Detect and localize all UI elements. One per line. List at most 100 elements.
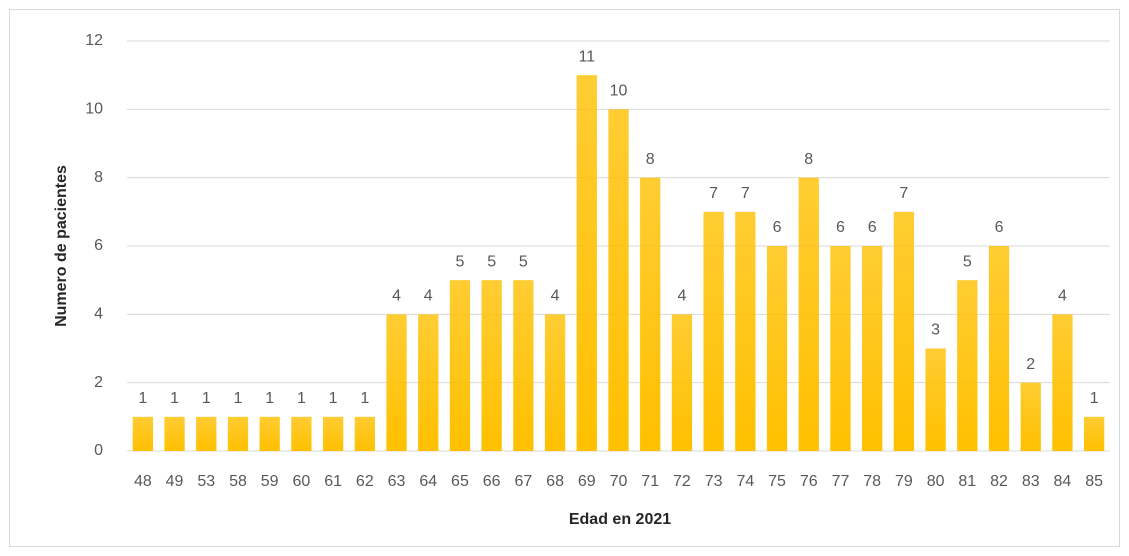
- bar: [798, 177, 819, 451]
- y-tick-label: 6: [94, 237, 103, 254]
- x-tick-label: 67: [514, 473, 532, 490]
- bar: [386, 314, 407, 451]
- bar: [735, 211, 756, 451]
- y-tick-label: 0: [94, 442, 103, 459]
- x-tick-label: 80: [927, 473, 945, 490]
- bar: [640, 177, 661, 451]
- data-label: 5: [487, 253, 496, 270]
- bar: [196, 416, 217, 451]
- data-label: 1: [170, 390, 179, 407]
- bar: [1020, 382, 1041, 451]
- x-tick-label: 61: [324, 473, 342, 490]
- bar: [322, 416, 344, 451]
- x-tick-label: 48: [134, 473, 152, 490]
- bar: [291, 416, 312, 451]
- x-tick-label: 81: [958, 473, 976, 490]
- x-tick-label: 63: [388, 473, 406, 490]
- bar: [988, 246, 1010, 451]
- data-label: 1: [234, 390, 243, 407]
- chart-frame: [9, 9, 1120, 547]
- data-label: 1: [360, 390, 369, 407]
- x-tick-label: 71: [641, 473, 659, 490]
- bar: [893, 211, 915, 451]
- y-axis-title: Numero de pacientes: [53, 165, 70, 327]
- x-axis-title: Edad en 2021: [569, 511, 671, 528]
- data-label: 6: [995, 219, 1004, 236]
- x-tick-label: 77: [832, 473, 850, 490]
- x-tick-label: 78: [863, 473, 881, 490]
- bar: [164, 416, 185, 451]
- bar: [830, 246, 851, 451]
- x-tick-label: 69: [578, 473, 596, 490]
- x-tick-label: 68: [546, 473, 564, 490]
- data-label: 1: [329, 390, 338, 407]
- data-label: 10: [610, 83, 628, 100]
- x-tick-label: 65: [451, 473, 469, 490]
- data-label: 7: [741, 185, 750, 202]
- x-tick-label: 74: [736, 473, 754, 490]
- x-tick-label: 84: [1054, 473, 1072, 490]
- data-label: 1: [1090, 390, 1099, 407]
- x-tick-label: 58: [229, 473, 247, 490]
- data-label: 8: [804, 151, 813, 168]
- data-label: 1: [265, 390, 274, 407]
- bar: [766, 246, 788, 451]
- data-label: 5: [455, 253, 464, 270]
- data-label: 4: [551, 288, 560, 305]
- y-tick-label: 10: [85, 101, 103, 118]
- bar: [862, 246, 883, 451]
- bar: [227, 416, 249, 451]
- bar: [481, 280, 502, 451]
- data-label: 4: [392, 288, 401, 305]
- x-tick-label: 79: [895, 473, 913, 490]
- data-label: 4: [677, 288, 686, 305]
- x-tick-label: 70: [610, 473, 628, 490]
- bar: [1052, 314, 1073, 451]
- data-label: 5: [963, 253, 972, 270]
- bar: [576, 75, 597, 452]
- bar: [259, 416, 280, 451]
- data-label: 6: [773, 219, 782, 236]
- x-tick-label: 60: [293, 473, 311, 490]
- x-tick-label: 83: [1022, 473, 1040, 490]
- data-label: 7: [899, 185, 908, 202]
- data-label: 2: [1026, 356, 1035, 373]
- data-label: 11: [578, 48, 595, 65]
- bar: [671, 314, 693, 451]
- y-tick-label: 12: [85, 32, 103, 49]
- data-label: 1: [297, 390, 306, 407]
- bar: [513, 280, 534, 451]
- data-label: 1: [138, 390, 147, 407]
- x-tick-label: 62: [356, 473, 374, 490]
- bar: [418, 314, 439, 451]
- bar: [132, 416, 154, 451]
- x-tick-label: 49: [166, 473, 184, 490]
- data-label: 7: [709, 185, 718, 202]
- x-tick-label: 73: [705, 473, 723, 490]
- x-tick-label: 59: [261, 473, 279, 490]
- data-label: 3: [931, 322, 940, 339]
- data-label: 5: [519, 253, 528, 270]
- y-tick-label: 4: [94, 306, 103, 323]
- bar: [957, 280, 978, 451]
- x-tick-label: 82: [990, 473, 1008, 490]
- x-tick-label: 75: [768, 473, 786, 490]
- bar: [354, 416, 375, 451]
- x-tick-label: 76: [800, 473, 818, 490]
- x-tick-label: 85: [1085, 473, 1103, 490]
- y-tick-label: 2: [94, 374, 103, 391]
- bar: [1083, 416, 1105, 451]
- x-tick-label: 72: [673, 473, 691, 490]
- data-label: 4: [424, 288, 433, 305]
- bar: [449, 280, 471, 451]
- y-tick-label: 8: [94, 169, 103, 186]
- data-label: 8: [646, 151, 655, 168]
- x-tick-label: 53: [197, 473, 215, 490]
- data-label: 1: [202, 390, 211, 407]
- bar: [544, 314, 566, 451]
- data-label: 4: [1058, 288, 1067, 305]
- x-tick-label: 66: [483, 473, 501, 490]
- x-tick-label: 64: [419, 473, 437, 490]
- bar: [925, 348, 946, 451]
